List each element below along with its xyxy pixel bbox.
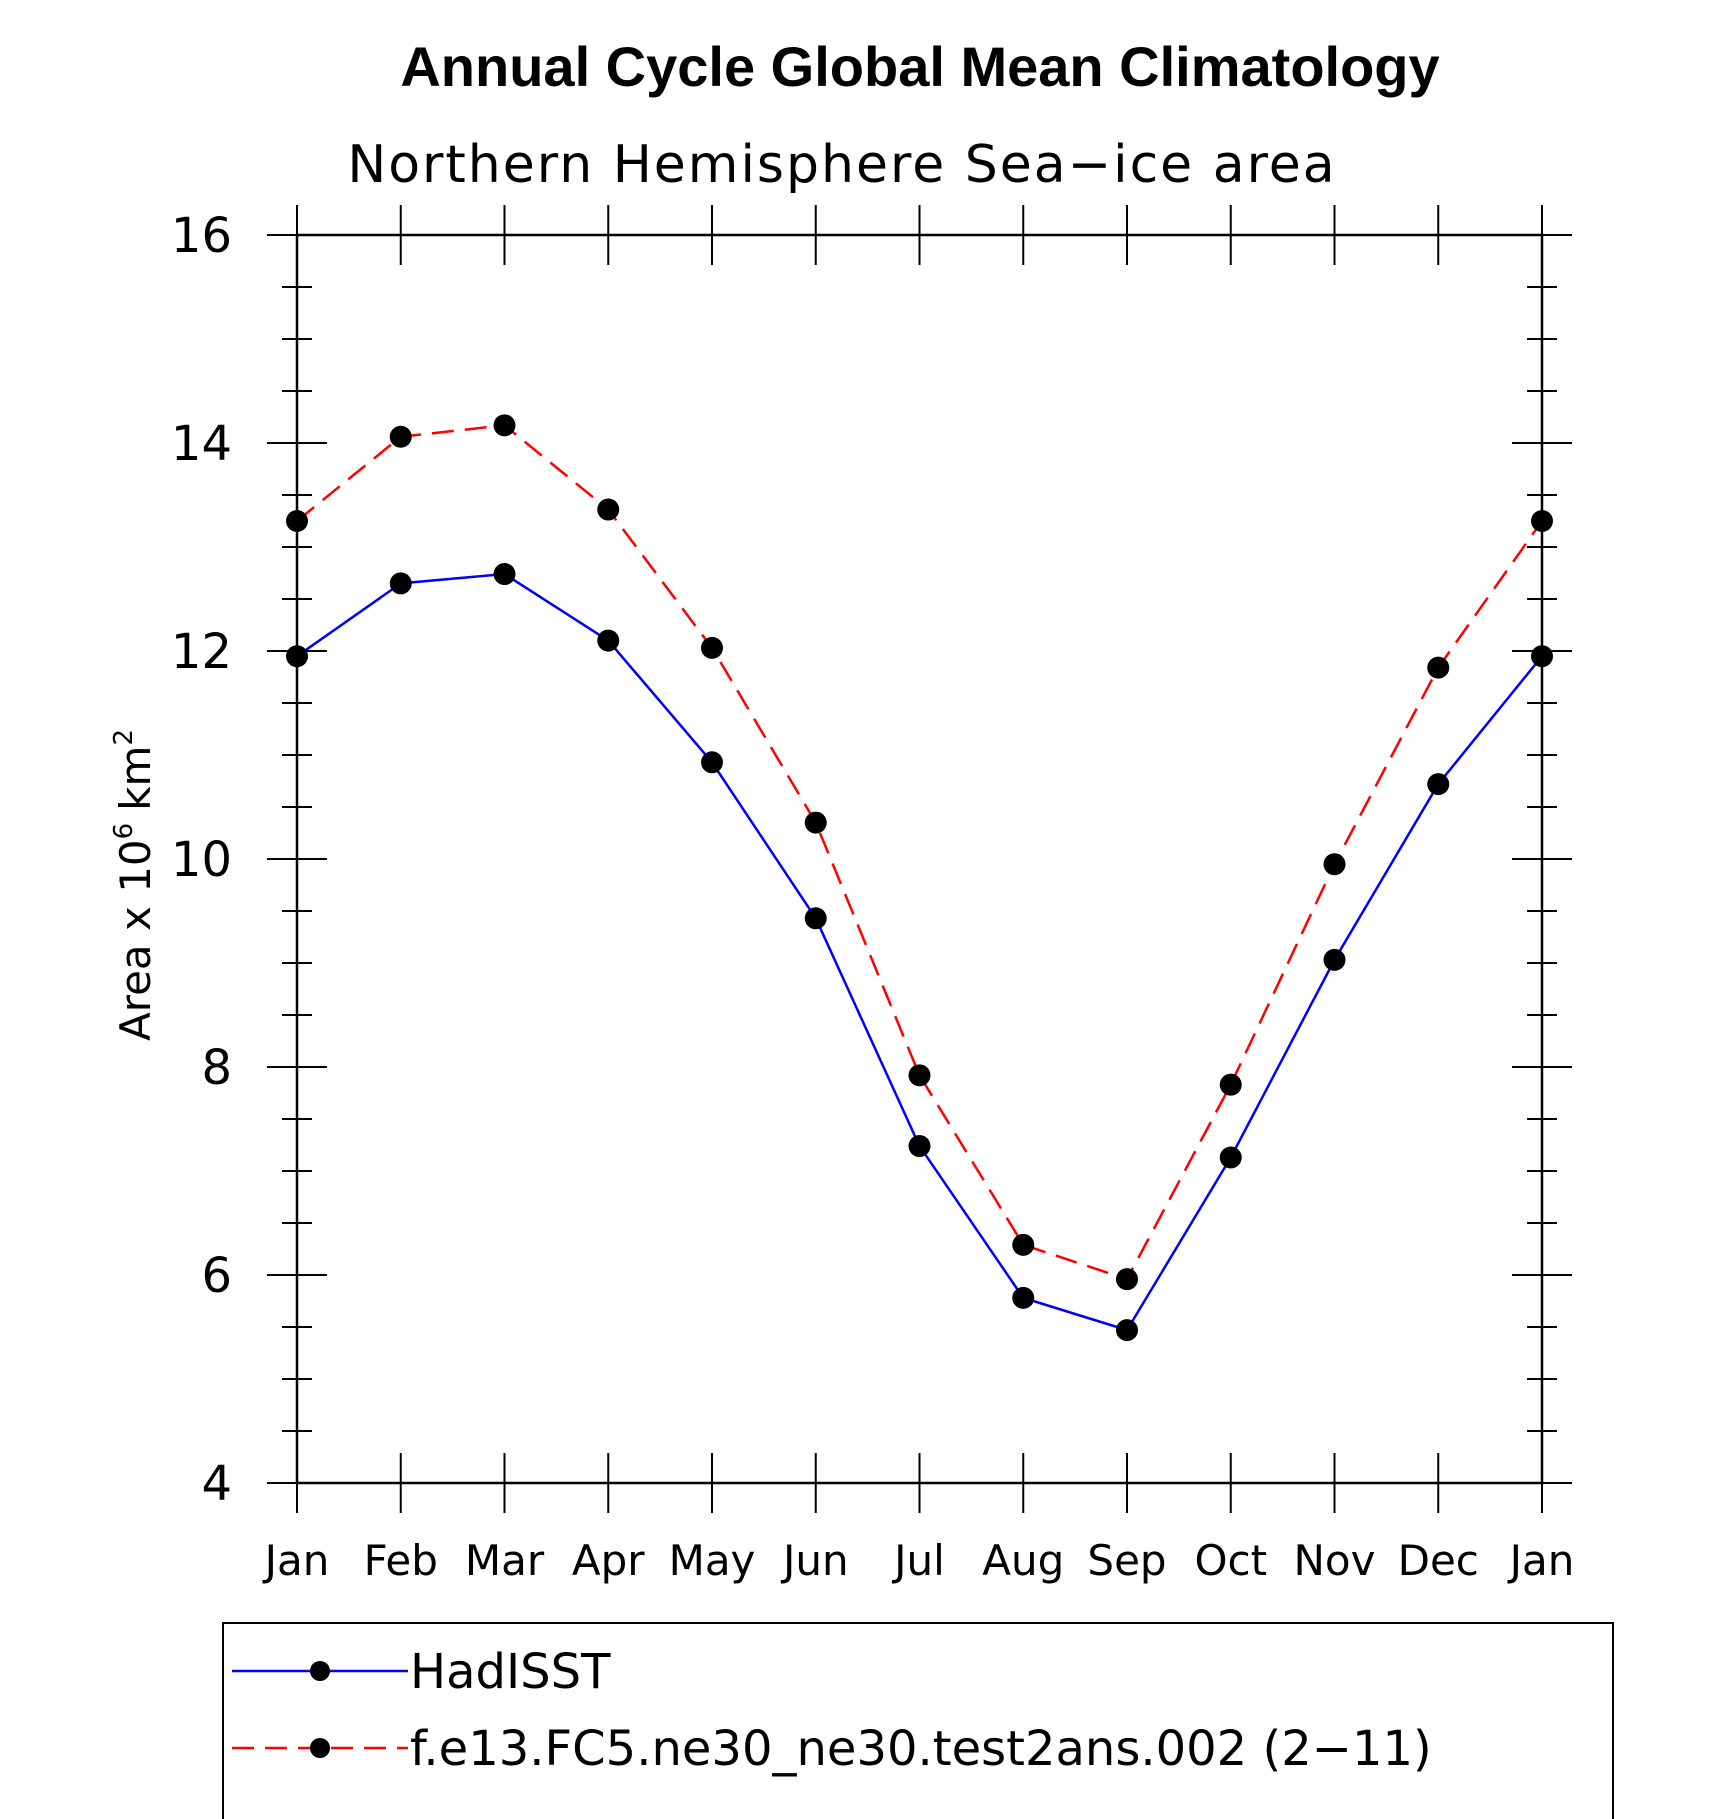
series-0-point	[1323, 948, 1346, 971]
x-tick-label: Apr	[572, 1536, 645, 1585]
x-tick-label: Oct	[1194, 1536, 1267, 1585]
y-axis-ticks: 4 6 8 10 12 14 16	[171, 208, 1572, 1512]
y-axis-label-unit-exponent: 2	[109, 729, 139, 746]
series-0-point	[1531, 645, 1553, 668]
series-0-point	[1012, 1286, 1035, 1309]
x-tick-label: Jul	[891, 1536, 945, 1585]
plot-border	[295, 233, 1544, 1485]
x-tick-label: Jan	[262, 1536, 330, 1585]
y-tick-label: 16	[171, 208, 232, 264]
legend-marker-hadisst	[310, 1661, 330, 1681]
x-tick-label: Mar	[465, 1536, 545, 1585]
x-tick-label: Dec	[1398, 1536, 1479, 1585]
plot-frame	[295, 233, 1544, 1485]
series-0-point	[701, 751, 723, 774]
series-1-point	[1012, 1233, 1035, 1256]
series-line-0	[296, 572, 1543, 1332]
y-tick-label: 10	[171, 832, 232, 888]
x-tick-label: Jun	[780, 1536, 849, 1585]
legend-box	[222, 1622, 1614, 1819]
legend-label-model: f.e13.FC5.ne30_ne30.test2ans.002 (2−11)	[410, 1721, 1432, 1777]
series-0-point	[286, 645, 308, 668]
series-1-point	[701, 636, 723, 659]
series-0-point	[908, 1135, 931, 1158]
series-1-point	[389, 425, 412, 448]
x-axis-ticks: Jan Feb Mar Apr May Jun Jul Aug Sep Oct Nov Dec Jan	[262, 205, 1575, 1585]
series-1-point	[1116, 1268, 1138, 1291]
y-axis-label-unit: km	[111, 746, 160, 811]
series-1-point	[804, 811, 827, 834]
series-1-point	[1323, 853, 1346, 876]
y-axis-label-exponent: 6	[109, 823, 139, 840]
y-tick-label: 8	[201, 1040, 232, 1096]
series-0-point	[1427, 773, 1450, 796]
series-1-point	[1427, 656, 1450, 679]
series-1-point	[1219, 1073, 1242, 1096]
x-tick-label: Aug	[982, 1536, 1064, 1585]
series-1-point	[493, 414, 516, 437]
legend-label-hadisst: HadISST	[410, 1644, 611, 1700]
legend-marker-model	[310, 1738, 330, 1758]
series-0-point	[389, 572, 412, 595]
series-0-point	[1219, 1146, 1242, 1169]
legend: HadISST f.e13.FC5.ne30_ne30.test2ans.002…	[222, 1622, 1614, 1819]
y-tick-label: 12	[171, 624, 232, 680]
series-layer	[286, 414, 1553, 1342]
series-1-point	[597, 498, 620, 521]
x-tick-label: Jan	[1507, 1536, 1575, 1585]
series-1-point	[908, 1064, 931, 1087]
chart-title: Annual Cycle Global Mean Climatology	[400, 35, 1439, 98]
y-tick-label: 4	[201, 1456, 232, 1512]
y-tick-label: 14	[171, 416, 232, 472]
series-0-point	[493, 563, 516, 586]
series-1-point	[1531, 510, 1553, 532]
x-tick-label: Feb	[364, 1536, 438, 1585]
chart-subtitle: Northern Hemisphere Sea−ice area	[347, 135, 1336, 195]
x-tick-label: May	[669, 1536, 756, 1585]
series-0-point	[804, 907, 827, 930]
y-tick-label: 6	[201, 1248, 232, 1304]
y-axis-label-main: Area x 10	[111, 839, 160, 1041]
series-0-point	[597, 629, 620, 652]
series-0-point	[1116, 1319, 1138, 1342]
x-tick-label: Sep	[1087, 1536, 1166, 1585]
y-axis-label: Area x 106 km2	[109, 729, 160, 1041]
series-1-point	[286, 510, 308, 532]
x-tick-label: Nov	[1294, 1536, 1376, 1585]
